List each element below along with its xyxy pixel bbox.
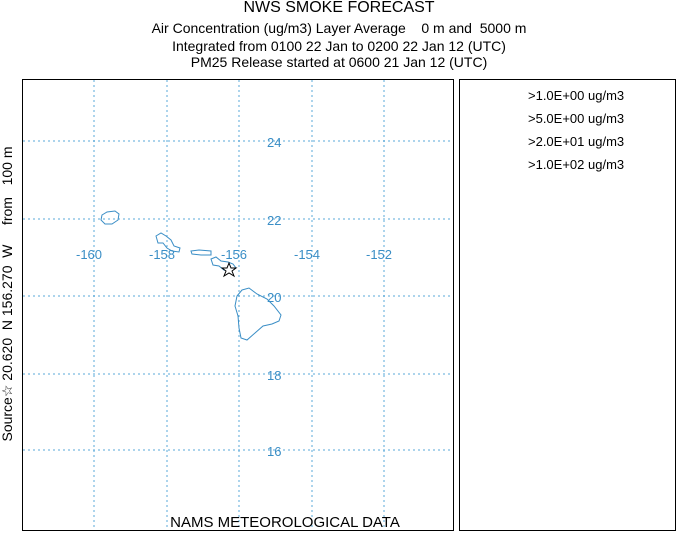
island-oahu <box>155 232 181 253</box>
integration-period: Integrated from 0100 22 Jan to 0200 22 J… <box>172 38 506 54</box>
source-location-label: Source☆ 20.620 N 156.270 W from 100 m <box>0 146 15 442</box>
island-kauai <box>100 210 120 225</box>
source-marker <box>220 261 238 278</box>
legend-item: >1.0E+00 ug/m3 <box>528 88 625 103</box>
lat-label: 20 <box>267 290 281 305</box>
forecast-title: NWS SMOKE FORECAST <box>243 0 435 16</box>
latitude-labels: 24 22 20 18 16 <box>267 135 281 459</box>
lon-label: -156 <box>221 247 247 262</box>
lat-label: 18 <box>267 368 281 383</box>
graticule <box>23 80 453 530</box>
lon-label: -160 <box>76 247 102 262</box>
lat-label: 22 <box>267 213 281 228</box>
lon-label: -152 <box>366 247 392 262</box>
map-panel: -160 -158 -156 -154 -152 24 22 20 18 16 <box>22 79 454 531</box>
coastlines <box>100 210 282 341</box>
concentration-subtitle: Air Concentration (ug/m3) Layer Average … <box>151 20 527 36</box>
island-hawaii <box>234 287 282 341</box>
legend-panel: >1.0E+00 ug/m3 >5.0E+00 ug/m3 >2.0E+01 u… <box>459 79 676 531</box>
legend-item: >1.0E+02 ug/m3 <box>528 157 625 172</box>
lon-label: -154 <box>294 247 320 262</box>
map-canvas: -160 -158 -156 -154 -152 24 22 20 18 16 <box>23 80 453 530</box>
data-source-footer: NAMS METEOROLOGICAL DATA <box>170 514 400 531</box>
legend-item: >5.0E+00 ug/m3 <box>528 111 625 126</box>
legend-item: >2.0E+01 ug/m3 <box>528 134 625 149</box>
lat-label: 16 <box>267 444 281 459</box>
longitude-labels: -160 -158 -156 -154 -152 <box>76 247 392 262</box>
island-molokai <box>190 249 212 256</box>
lon-label: -158 <box>149 247 175 262</box>
lat-label: 24 <box>267 135 281 150</box>
release-info: PM25 Release started at 0600 21 Jan 12 (… <box>190 54 488 70</box>
star-icon <box>220 261 238 278</box>
